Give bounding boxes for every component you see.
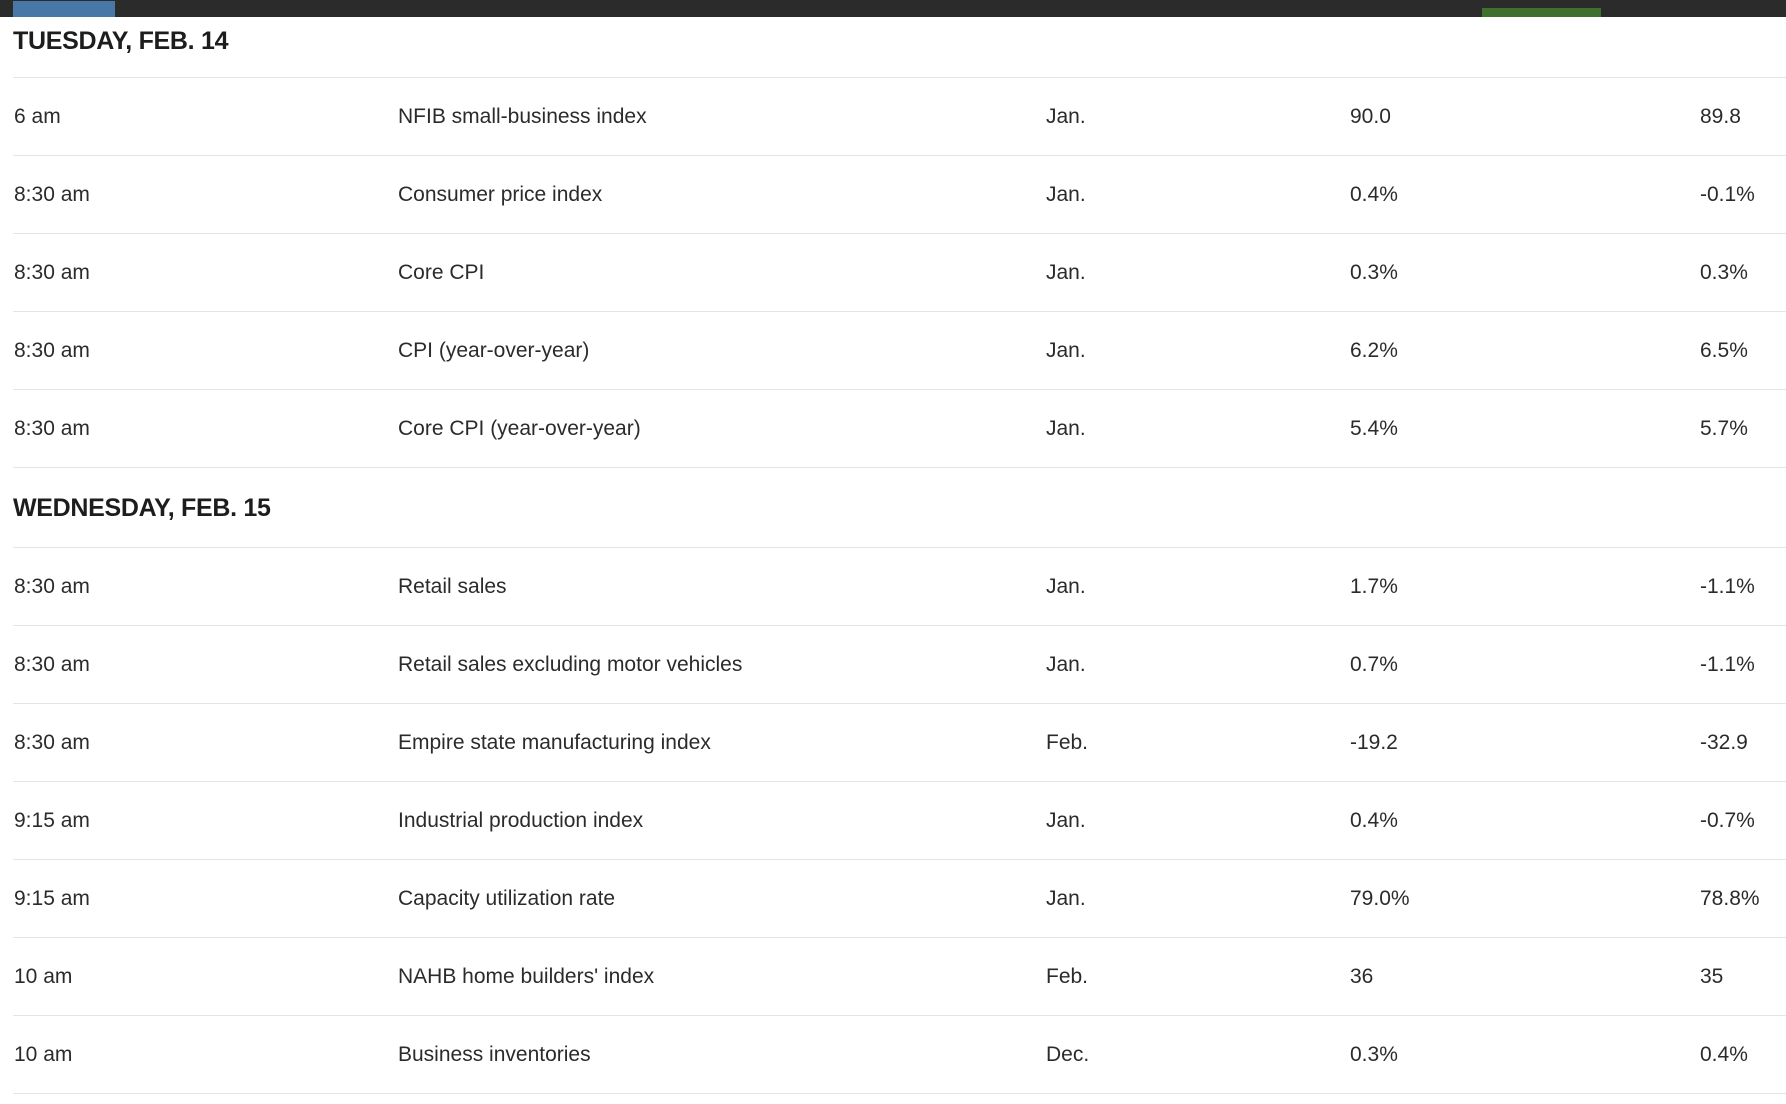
report-cell: Core CPI xyxy=(398,261,485,284)
calendar-row: 8:30 am CPI (year-over-year) Jan. 6.2% 6.5% xyxy=(0,312,1786,390)
report-cell: NFIB small-business index xyxy=(398,105,647,128)
previous-cell: -0.1% xyxy=(1700,183,1755,206)
report-cell: Empire state manufacturing index xyxy=(398,731,711,754)
period-cell: Jan. xyxy=(1046,653,1086,676)
calendar-row: 8:30 am Retail sales excluding motor vehi… xyxy=(0,626,1786,704)
period-cell: Jan. xyxy=(1046,887,1086,910)
period-cell: Jan. xyxy=(1046,105,1086,128)
report-cell: Retail sales xyxy=(398,575,507,598)
forecast-cell: 0.3% xyxy=(1350,1043,1398,1066)
report-cell: Business inventories xyxy=(398,1043,591,1066)
forecast-cell: 0.4% xyxy=(1350,183,1398,206)
top-progress-bar xyxy=(0,0,1786,17)
period-cell: Jan. xyxy=(1046,417,1086,440)
time-cell: 8:30 am xyxy=(14,339,90,362)
time-cell: 10 am xyxy=(14,965,73,988)
report-cell: Consumer price index xyxy=(398,183,603,206)
time-cell: 8:30 am xyxy=(14,183,90,206)
period-cell: Feb. xyxy=(1046,965,1089,988)
calendar-row: 8:30 am Retail sales Jan. 1.7% -1.1% xyxy=(0,548,1786,626)
forecast-cell: 0.7% xyxy=(1350,653,1398,676)
date-section-header: WEDNESDAY, FEB. 15 xyxy=(0,468,1786,548)
time-cell: 9:15 am xyxy=(14,809,90,832)
period-cell: Jan. xyxy=(1046,261,1086,284)
forecast-cell: 1.7% xyxy=(1350,575,1398,598)
previous-cell: -1.1% xyxy=(1700,653,1755,676)
time-cell: 9:15 am xyxy=(14,887,90,910)
date-section-header: TUESDAY, FEB. 14 xyxy=(0,17,1786,78)
calendar-row: 6 am NFIB small-business index Jan. 90.0 89.… xyxy=(0,78,1786,156)
time-cell: 6 am xyxy=(14,105,61,128)
previous-cell: 0.4% xyxy=(1700,1043,1748,1066)
report-cell: NAHB home builders' index xyxy=(398,965,655,988)
period-cell: Feb. xyxy=(1046,731,1089,754)
period-cell: Jan. xyxy=(1046,183,1086,206)
report-cell: Retail sales excluding motor vehicles xyxy=(398,653,743,676)
period-cell: Dec. xyxy=(1046,1043,1090,1066)
forecast-cell: 6.2% xyxy=(1350,339,1398,362)
time-cell: 10 am xyxy=(14,1043,73,1066)
forecast-cell: 0.4% xyxy=(1350,809,1398,832)
economic-calendar-table: TUESDAY, FEB. 14 6 am NFIB small-business … xyxy=(0,17,1786,1094)
calendar-row: 9:15 am Industrial production index Jan. 0.… xyxy=(0,782,1786,860)
time-cell: 8:30 am xyxy=(14,731,90,754)
previous-cell: 5.7% xyxy=(1700,417,1748,440)
calendar-row: 10 am NAHB home builders' index Feb. 36 35 xyxy=(0,938,1786,1016)
previous-cell: 78.8% xyxy=(1700,887,1760,910)
forecast-cell: 0.3% xyxy=(1350,261,1398,284)
previous-cell: 0.3% xyxy=(1700,261,1748,284)
previous-cell: 6.5% xyxy=(1700,339,1748,362)
progress-segment-green xyxy=(1482,8,1601,17)
time-cell: 8:30 am xyxy=(14,653,90,676)
calendar-row: 8:30 am Empire state manufacturing index F… xyxy=(0,704,1786,782)
progress-segment-blue xyxy=(13,1,115,17)
previous-cell: -1.1% xyxy=(1700,575,1755,598)
time-cell: 8:30 am xyxy=(14,575,90,598)
report-cell: Industrial production index xyxy=(398,809,644,832)
previous-cell: 35 xyxy=(1700,965,1724,988)
period-cell: Jan. xyxy=(1046,339,1086,362)
forecast-cell: 90.0 xyxy=(1350,105,1391,128)
calendar-row: 10 am Business inventories Dec. 0.3% 0.4% xyxy=(0,1016,1786,1094)
calendar-row: 9:15 am Capacity utilization rate Jan. 79.0… xyxy=(0,860,1786,938)
forecast-cell: 36 xyxy=(1350,965,1374,988)
report-cell: Core CPI (year-over-year) xyxy=(398,417,641,440)
forecast-cell: 79.0% xyxy=(1350,887,1410,910)
previous-cell: 89.8 xyxy=(1700,105,1741,128)
calendar-row: 8:30 am Core CPI Jan. 0.3% 0.3% xyxy=(0,234,1786,312)
calendar-row: 8:30 am Consumer price index Jan. 0.4% -0.1% xyxy=(0,156,1786,234)
report-cell: CPI (year-over-year) xyxy=(398,339,590,362)
period-cell: Jan. xyxy=(1046,809,1086,832)
time-cell: 8:30 am xyxy=(14,261,90,284)
report-cell: Capacity utilization rate xyxy=(398,887,616,910)
time-cell: 8:30 am xyxy=(14,417,90,440)
previous-cell: -0.7% xyxy=(1700,809,1755,832)
period-cell: Jan. xyxy=(1046,575,1086,598)
calendar-row: 8:30 am Core CPI (year-over-year) Jan. 5.4%… xyxy=(0,390,1786,468)
previous-cell: -32.9 xyxy=(1700,731,1748,754)
forecast-cell: -19.2 xyxy=(1350,731,1398,754)
forecast-cell: 5.4% xyxy=(1350,417,1398,440)
